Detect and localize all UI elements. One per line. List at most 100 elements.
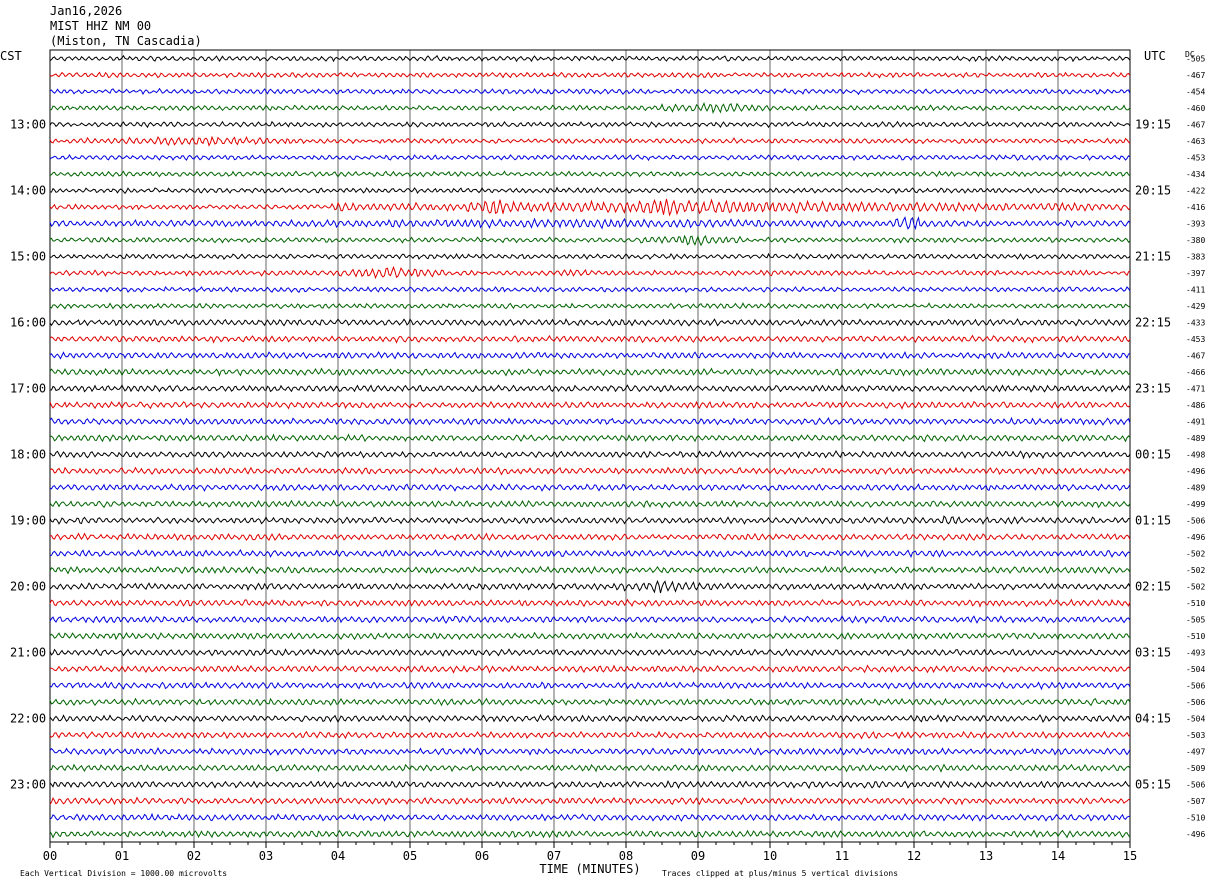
seismic-trace-row bbox=[49, 499, 1131, 509]
dc-offset-label: -467 bbox=[1186, 121, 1205, 130]
seismic-trace-row bbox=[49, 532, 1131, 542]
utc-hour-label: 20:15 bbox=[1135, 184, 1171, 198]
dc-offset-label: -502 bbox=[1186, 566, 1205, 575]
record-date: Jan16,2026 bbox=[50, 4, 123, 18]
x-axis-title: TIME (MINUTES) bbox=[539, 862, 640, 876]
cst-hour-label: 13:00 bbox=[10, 118, 46, 132]
seismic-trace-row bbox=[49, 713, 1131, 723]
x-tick-label: 00 bbox=[43, 849, 57, 863]
cst-hour-label: 16:00 bbox=[10, 316, 46, 330]
dc-offset-label: -380 bbox=[1186, 236, 1205, 245]
seismic-trace-row bbox=[49, 186, 1131, 195]
seismic-trace-row bbox=[49, 515, 1131, 525]
x-tick-label: 10 bbox=[763, 849, 777, 863]
seismic-trace-row bbox=[49, 681, 1131, 691]
cst-hour-label: 22:00 bbox=[10, 712, 46, 726]
seismic-trace-row bbox=[49, 549, 1131, 558]
x-tick-label: 09 bbox=[691, 849, 705, 863]
utc-hour-label: 23:15 bbox=[1135, 382, 1171, 396]
seismic-trace-row bbox=[49, 449, 1131, 460]
cst-hour-label: 19:00 bbox=[10, 514, 46, 528]
dc-offset-label: -507 bbox=[1186, 797, 1205, 806]
seismic-trace-row bbox=[49, 648, 1131, 657]
dc-offset-label: -383 bbox=[1186, 253, 1205, 262]
seismic-trace-row bbox=[49, 54, 1131, 63]
station-location: (Miston, TN Cascadia) bbox=[50, 34, 202, 48]
utc-hour-label: 19:15 bbox=[1135, 118, 1171, 132]
dc-offset-label: -502 bbox=[1186, 583, 1205, 592]
dc-offset-label: -454 bbox=[1186, 88, 1205, 97]
utc-hour-label: 03:15 bbox=[1135, 646, 1171, 660]
seismic-trace-row bbox=[49, 763, 1131, 773]
seismic-trace-row bbox=[49, 265, 1131, 280]
dc-offset-label: -429 bbox=[1186, 302, 1205, 311]
utc-hour-label: 05:15 bbox=[1135, 778, 1171, 792]
dc-offset-label: -503 bbox=[1186, 731, 1205, 740]
seismic-trace-row bbox=[49, 730, 1131, 740]
dc-offset-label: -498 bbox=[1186, 451, 1205, 460]
seismic-trace-row bbox=[49, 334, 1131, 344]
dc-offset-label: -393 bbox=[1186, 220, 1205, 229]
utc-hour-label: 02:15 bbox=[1135, 580, 1171, 594]
x-tick-label: 01 bbox=[115, 849, 129, 863]
seismic-trace-row bbox=[49, 120, 1131, 129]
dc-offset-label: -509 bbox=[1186, 764, 1205, 773]
x-tick-label: 03 bbox=[259, 849, 273, 863]
x-tick-label: 08 bbox=[619, 849, 633, 863]
seismic-trace-row bbox=[49, 416, 1131, 426]
dc-offset-label: -499 bbox=[1186, 500, 1205, 509]
seismic-trace-row bbox=[49, 102, 1131, 114]
seismic-trace-row bbox=[49, 318, 1131, 327]
x-tick-label: 11 bbox=[835, 849, 849, 863]
seismic-trace-row bbox=[49, 154, 1131, 162]
dc-offset-label: -397 bbox=[1186, 269, 1205, 278]
cst-hour-label: 23:00 bbox=[10, 778, 46, 792]
dc-offset-label: -504 bbox=[1186, 715, 1205, 724]
dc-offset-label: -505 bbox=[1186, 55, 1205, 64]
seismic-trace-row bbox=[49, 170, 1131, 178]
seismic-trace-row bbox=[49, 796, 1131, 806]
seismic-trace-row bbox=[49, 746, 1131, 756]
dc-offset-label: -467 bbox=[1186, 71, 1205, 80]
x-tick-label: 07 bbox=[547, 849, 561, 863]
x-tick-label: 02 bbox=[187, 849, 201, 863]
seismic-trace-row bbox=[49, 286, 1131, 294]
dc-offset-label: -453 bbox=[1186, 154, 1205, 163]
cst-hour-label: 21:00 bbox=[10, 646, 46, 660]
seismic-trace-row bbox=[49, 598, 1131, 608]
seismic-trace-row bbox=[49, 631, 1131, 641]
utc-hour-label: 04:15 bbox=[1135, 712, 1171, 726]
dc-offset-label: -463 bbox=[1186, 137, 1205, 146]
cst-hour-label: 20:00 bbox=[10, 580, 46, 594]
x-tick-label: 04 bbox=[331, 849, 345, 863]
dc-offset-label: -506 bbox=[1186, 698, 1205, 707]
dc-column-label: DC bbox=[1185, 50, 1195, 59]
dc-offset-label: -466 bbox=[1186, 368, 1205, 377]
seismic-trace-row bbox=[49, 466, 1131, 476]
dc-offset-label: -433 bbox=[1186, 319, 1205, 328]
dc-offset-label: -460 bbox=[1186, 104, 1205, 113]
dc-offset-label: -453 bbox=[1186, 335, 1205, 344]
cst-hour-label: 18:00 bbox=[10, 448, 46, 462]
clip-note: Traces clipped at plus/minus 5 vertical … bbox=[662, 869, 898, 878]
seismic-trace-row bbox=[49, 135, 1131, 147]
dc-offset-label: -502 bbox=[1186, 550, 1205, 559]
seismic-trace-row bbox=[49, 216, 1131, 231]
dc-offset-label: -504 bbox=[1186, 665, 1205, 674]
cst-hour-label: 14:00 bbox=[10, 184, 46, 198]
seismic-trace-row bbox=[49, 400, 1131, 410]
seismic-trace-row bbox=[49, 614, 1131, 625]
x-tick-label: 14 bbox=[1051, 849, 1065, 863]
x-tick-label: 15 bbox=[1123, 849, 1137, 863]
seismic-trace-row bbox=[49, 234, 1131, 247]
dc-offset-label: -493 bbox=[1186, 649, 1205, 658]
utc-timezone-label: UTC bbox=[1144, 49, 1166, 63]
dc-offset-label: -422 bbox=[1186, 187, 1205, 196]
dc-offset-label: -471 bbox=[1186, 385, 1205, 394]
utc-hour-label: 01:15 bbox=[1135, 514, 1171, 528]
seismic-trace-row bbox=[49, 483, 1131, 492]
dc-offset-label: -467 bbox=[1186, 352, 1205, 361]
dc-offset-label: -506 bbox=[1186, 682, 1205, 691]
seismic-trace-row bbox=[49, 812, 1130, 822]
